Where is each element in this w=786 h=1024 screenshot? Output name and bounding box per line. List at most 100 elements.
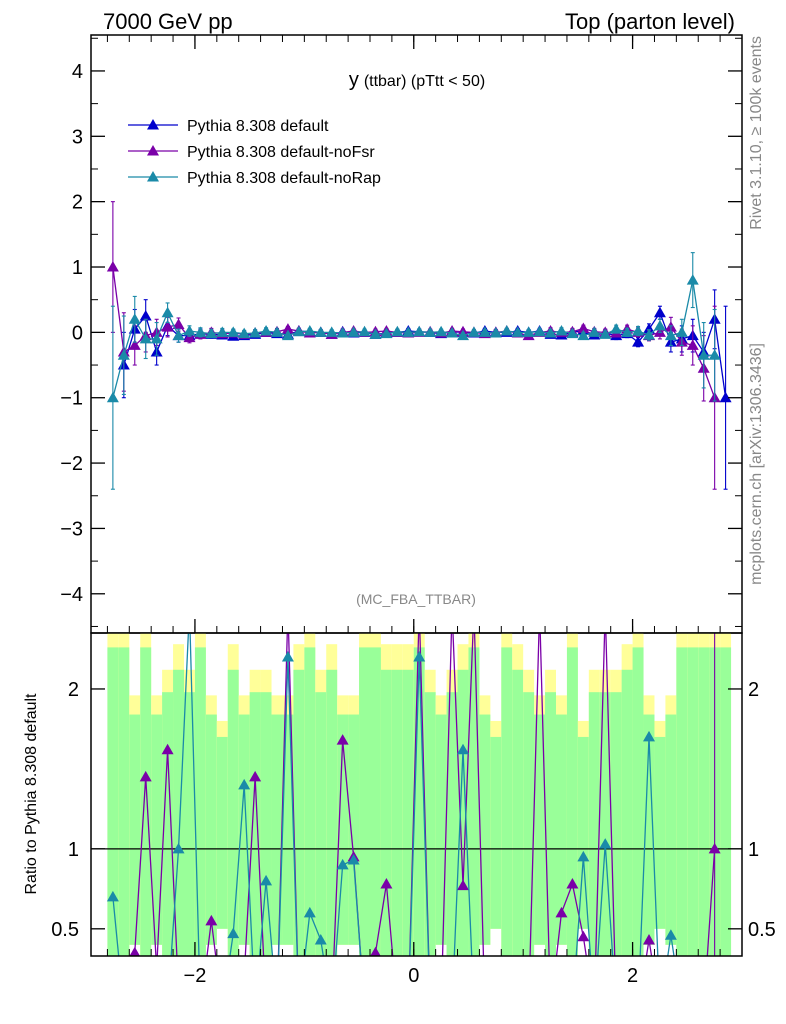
ratio-point-0-17 [293, 1003, 305, 1014]
band-inner-38 [523, 692, 535, 956]
ratio-point-1-6 [172, 842, 185, 854]
ratio-point-0-34 [479, 1003, 491, 1014]
ratio-point-1-49 [643, 730, 655, 742]
ratio-point-0-52 [676, 1003, 688, 1014]
main-point-0-48 [632, 336, 645, 347]
legend-marker-2 [147, 171, 159, 182]
band-inner-34 [479, 714, 491, 945]
main-point-0-50 [653, 306, 666, 318]
ratio-point-1-50 [654, 1003, 666, 1014]
ratio-point-1-2 [129, 1003, 141, 1014]
ratio-point-0-29 [424, 1003, 436, 1014]
band-inner-24 [370, 647, 381, 956]
ratio-point-1-16 [281, 650, 294, 662]
main-title-y: y [349, 69, 359, 91]
ratio-point-1-39 [534, 1003, 546, 1014]
ratio-y-label: Ratio to Pythia 8.308 default [23, 693, 40, 895]
ratio-point-0-42 [566, 878, 579, 889]
band-inner-8 [194, 647, 206, 956]
ratio-point-0-51 [665, 1003, 677, 1014]
main-point-2-34 [478, 326, 491, 337]
main-point-2-21 [336, 327, 349, 338]
ratio-point-0-14 [260, 1003, 272, 1014]
main-point-2-20 [325, 326, 338, 337]
legend-label-2: Pythia 8.308 default-noRap [187, 170, 381, 187]
ratio-point-1-15 [271, 1003, 283, 1014]
ratio-point-0-13 [249, 770, 262, 782]
main-point-2-35 [489, 327, 502, 338]
ratio-point-1-36 [501, 1003, 513, 1014]
ratio-point-0-20 [326, 1003, 338, 1014]
main-point-1-53 [686, 339, 699, 350]
band-inner-45 [599, 692, 611, 956]
main-point-2-50 [653, 319, 666, 331]
band-inner-39 [534, 714, 546, 945]
ratio-point-0-15 [271, 1003, 283, 1014]
ratio-point-0-55 [708, 842, 721, 854]
band-inner-2 [129, 714, 141, 945]
ratio-point-1-10 [216, 1003, 228, 1014]
header-left: 7000 GeV pp [103, 9, 233, 34]
ratio-point-0-10 [216, 1003, 228, 1014]
main-point-2-45 [599, 328, 612, 339]
band-inner-20 [326, 669, 338, 956]
main-point-2-47 [621, 326, 634, 337]
ratio-point-0-27 [402, 1003, 414, 1014]
ratio-point-0-37 [512, 1003, 524, 1014]
main-ytick-label-5: 1 [72, 257, 83, 279]
main-ytick-label-4: 0 [72, 322, 83, 344]
band-inner-1 [118, 647, 130, 956]
main-point-2-28 [413, 325, 426, 337]
band-inner-48 [632, 647, 644, 956]
legend-label-0: Pythia 8.308 default [187, 118, 329, 135]
main-point-2-38 [522, 326, 535, 337]
ratio-point-0-21 [336, 734, 349, 745]
main-point-2-43 [577, 329, 590, 341]
ratio-point-1-3 [140, 1003, 152, 1014]
main-point-2-26 [391, 325, 404, 337]
band-inner-37 [512, 669, 524, 956]
main-point-2-4 [150, 332, 163, 344]
ratio-point-0-9 [205, 914, 218, 926]
main-ytick-label-3: −1 [60, 388, 83, 410]
ratio-point-1-21 [336, 858, 349, 870]
band-inner-36 [501, 647, 513, 956]
ratio-point-1-31 [446, 1003, 458, 1014]
main-point-2-24 [369, 328, 382, 339]
ratio-point-0-16 [282, 603, 294, 614]
main-point-2-55 [708, 349, 721, 360]
band-inner-44 [588, 692, 600, 956]
band-inner-42 [566, 647, 578, 956]
ratio-point-1-27 [402, 1003, 414, 1014]
ratio-point-1-19 [314, 934, 327, 945]
ratio-point-0-23 [359, 1003, 371, 1014]
ratio-point-0-5 [161, 743, 174, 755]
ratio-point-0-26 [391, 1003, 403, 1014]
band-inner-28 [413, 647, 425, 956]
ratio-point-0-38 [523, 1003, 535, 1014]
ratio-point-1-34 [479, 1003, 491, 1014]
ratio-point-0-36 [501, 1003, 513, 1014]
ratio-point-1-18 [303, 906, 316, 918]
main-point-2-52 [675, 326, 688, 337]
band-inner-52 [676, 647, 688, 956]
ratio-point-0-41 [555, 906, 568, 918]
ratio-point-0-6 [173, 987, 185, 998]
ratio-ytick-label-right-2: 2 [748, 679, 759, 701]
mcplots-label: mcplots.cern.ch [arXiv:1306.3436] [748, 343, 765, 585]
main-point-0-3 [139, 310, 152, 321]
main-point-2-22 [347, 326, 360, 337]
ratio-point-1-51 [664, 929, 677, 940]
ratio-xtick-label-1: 0 [408, 965, 419, 987]
ratio-ytick-label-right-0: 0.5 [748, 919, 776, 941]
main-point-2-36 [500, 325, 513, 336]
main-point-2-2 [128, 313, 141, 324]
ratio-point-1-25 [380, 1003, 392, 1014]
ratio-point-0-2 [129, 946, 141, 956]
ratio-point-1-30 [435, 1003, 447, 1014]
band-inner-54 [698, 647, 710, 956]
band-inner-18 [304, 647, 316, 956]
main-point-2-16 [281, 329, 294, 341]
band-inner-27 [402, 669, 414, 956]
